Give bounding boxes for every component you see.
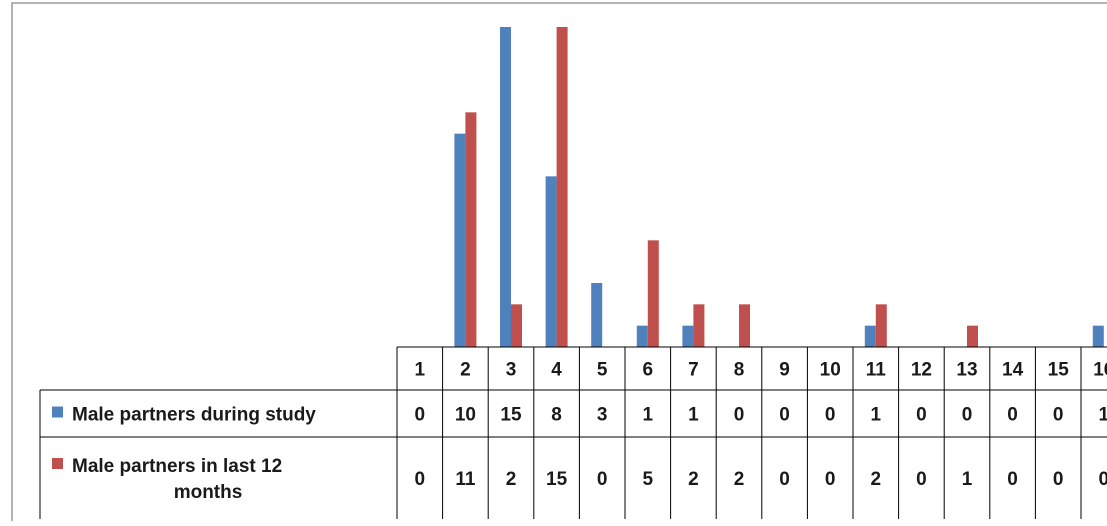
data-value-series-1: 0 — [962, 405, 973, 426]
data-value-series-1: 1 — [871, 405, 882, 426]
data-value-series-1: 0 — [779, 405, 790, 426]
bar-series2-cat-7 — [693, 304, 705, 347]
data-value-series-2: 2 — [871, 469, 882, 490]
data-value-series-1: 0 — [734, 405, 745, 426]
legend-key-series-1 — [52, 406, 63, 418]
category-label: 4 — [551, 360, 562, 381]
category-label: 3 — [506, 360, 517, 381]
bar-series1-cat-11 — [864, 325, 876, 347]
data-value-series-1: 0 — [1007, 405, 1018, 426]
category-label: 16 — [1093, 360, 1107, 381]
category-label: 2 — [460, 360, 471, 381]
category-label: 15 — [1048, 360, 1070, 381]
category-label: 1 — [415, 360, 426, 381]
category-label: 9 — [779, 360, 790, 381]
bar-series2-cat-11 — [875, 304, 887, 347]
bar-series1-cat-6 — [636, 325, 648, 347]
bar-series2-cat-3 — [511, 304, 522, 347]
bar-series2-cat-13 — [967, 325, 978, 347]
data-value-series-2: 5 — [643, 469, 654, 490]
data-value-series-2: 0 — [916, 469, 927, 490]
category-label: 13 — [956, 360, 977, 381]
bar-series2-cat-8 — [739, 304, 750, 347]
legend-label-series-1: Male partners during study — [72, 405, 316, 426]
bar-series2-cat-2 — [465, 112, 477, 347]
data-value-series-1: 1 — [1099, 405, 1107, 426]
data-value-series-2: 0 — [1007, 469, 1018, 490]
data-value-series-1: 8 — [551, 405, 562, 426]
data-value-series-2: 2 — [688, 469, 699, 490]
data-value-series-2: 11 — [455, 469, 476, 490]
category-label: 8 — [734, 360, 745, 381]
bar-series1-cat-5 — [591, 283, 603, 347]
chart-frame — [11, 2, 1107, 526]
bar-series1-cat-2 — [454, 133, 466, 347]
legend-key-series-2 — [52, 458, 63, 469]
data-value-series-1: 1 — [688, 405, 699, 426]
bar-series2-cat-6 — [647, 240, 659, 347]
data-value-series-2: 0 — [597, 469, 608, 490]
category-label: 14 — [1002, 360, 1024, 381]
category-label: 10 — [820, 360, 841, 381]
data-value-series-2: 0 — [825, 469, 836, 490]
data-value-series-2: 2 — [506, 469, 517, 490]
category-label: 12 — [911, 360, 932, 381]
data-value-series-1: 0 — [1053, 405, 1064, 426]
bar-series2-cat-4 — [556, 27, 568, 347]
data-value-series-1: 0 — [825, 405, 836, 426]
data-value-series-1: 3 — [597, 405, 608, 426]
bar-series1-cat-7 — [682, 325, 694, 347]
legend-label-series-2: months — [174, 482, 243, 503]
bar-series1-cat-4 — [545, 176, 557, 347]
legend-label-series-2: Male partners in last 12 — [72, 456, 282, 477]
data-value-series-1: 15 — [500, 405, 522, 426]
data-value-series-1: 0 — [916, 405, 927, 426]
data-value-series-2: 2 — [734, 469, 745, 490]
data-value-series-1: 10 — [455, 405, 476, 426]
category-label: 6 — [643, 360, 654, 381]
data-value-series-2: 0 — [415, 469, 426, 490]
bar-series1-cat-16 — [1092, 325, 1104, 347]
data-value-series-2: 0 — [779, 469, 790, 490]
category-label: 5 — [597, 360, 608, 381]
bar-series1-cat-3 — [500, 27, 511, 347]
data-value-series-1: 1 — [643, 405, 654, 426]
category-label: 7 — [688, 360, 699, 381]
data-value-series-2: 0 — [1099, 469, 1107, 490]
data-value-series-1: 0 — [415, 405, 426, 426]
category-label: 11 — [866, 360, 887, 381]
data-value-series-2: 15 — [546, 469, 568, 490]
data-value-series-2: 1 — [962, 469, 973, 490]
data-value-series-2: 0 — [1053, 469, 1064, 490]
